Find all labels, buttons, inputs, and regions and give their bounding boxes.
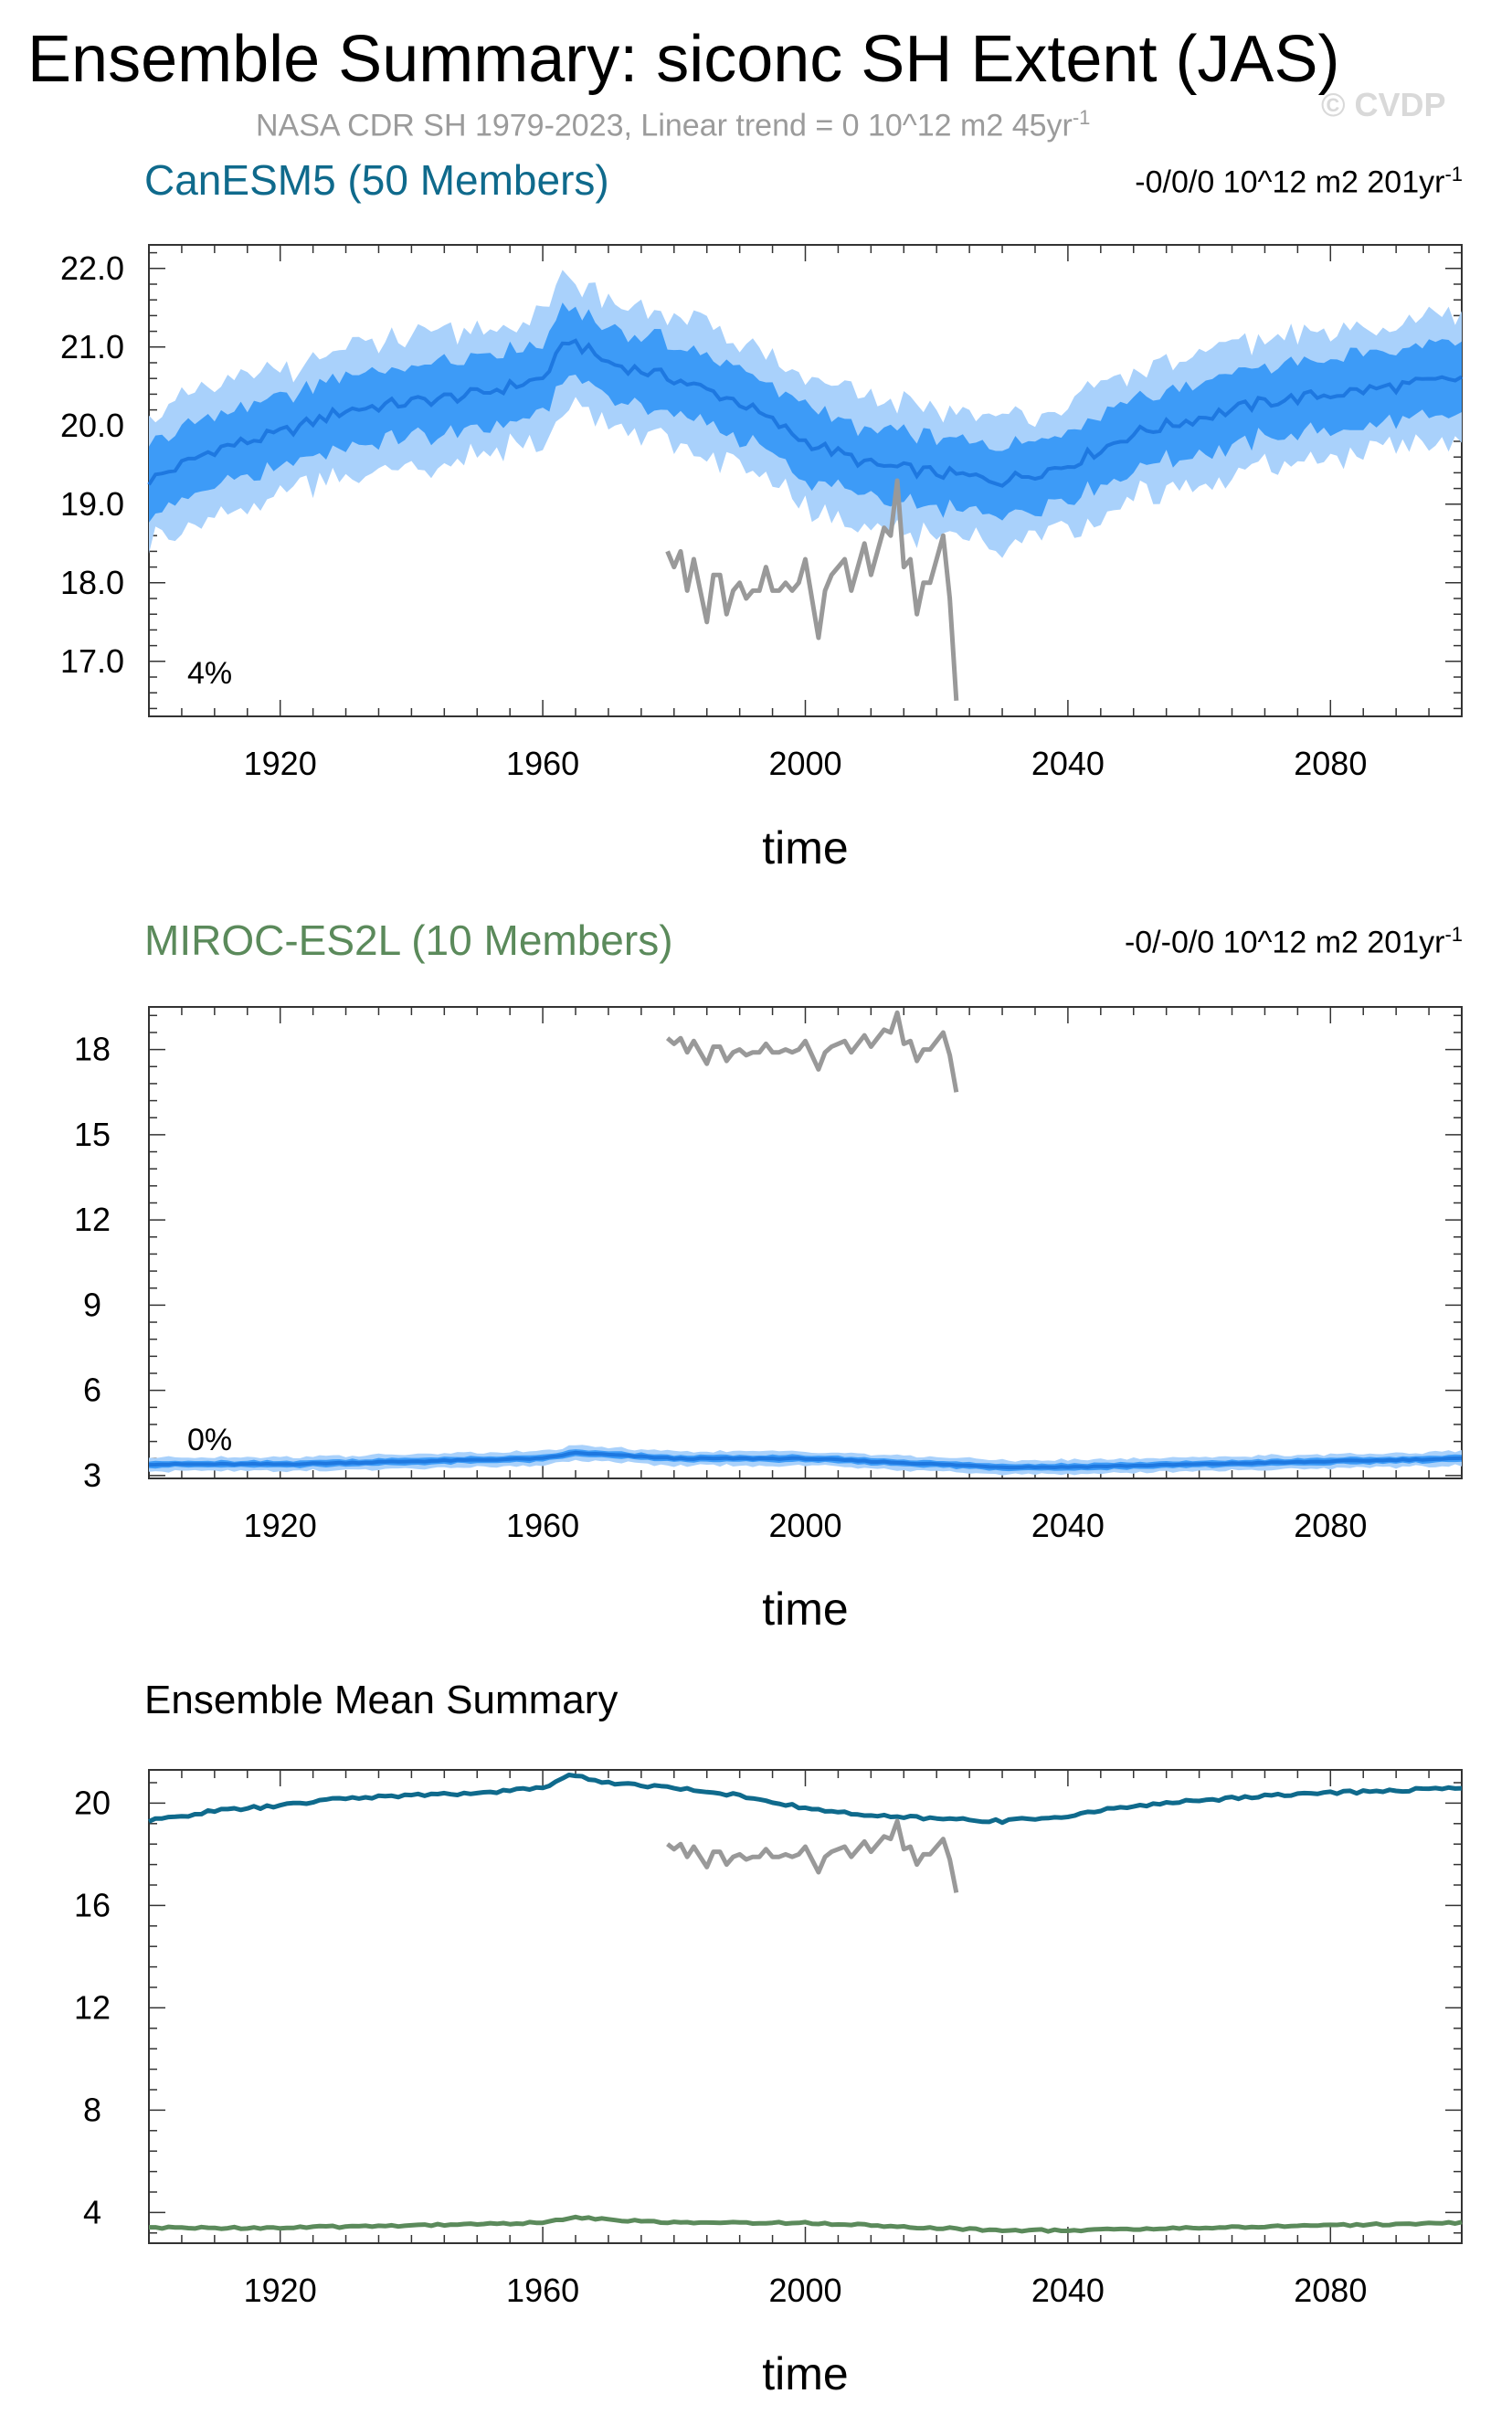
panel2-title: MIROC-ES2L (10 Members) [144,916,673,964]
panel1-inner-spread-band [149,302,1462,523]
panel3-xtick-label: 2040 [1031,2272,1105,2309]
panel2-ensemble-mean-line [148,1450,1463,1470]
panel2-xtick-label: 1920 [244,1507,317,1544]
panel3-axes: 1920 1960 2000 2040 2080 4 8 12 16 20 time [74,1769,1463,2399]
panel1-observations-line [665,478,959,701]
panel3-ytick-label: 20 [74,1784,111,1821]
panel1-xtick-label: 1960 [506,745,579,782]
panel3-ytick-label: 4 [83,2193,101,2230]
panel1-axes: 1920 1960 2000 2040 2080 17.0 18.0 19.0 20.0 21.0… [60,244,1463,874]
panel2-ytick-label: 3 [83,1456,101,1494]
observation-subtitle-text: NASA CDR SH 1979-2023, Linear trend = 0 … [256,108,1073,143]
panel2-x-axis-label: time [762,1583,848,1635]
panel2-axes: 1920 1960 2000 2040 2080 3 6 9 12 15 18 time [74,1006,1463,1635]
panel3-xtick-label: 2000 [768,2272,841,2309]
panel1-title: CanESM5 (50 Members) [144,156,609,204]
panel1-ytick-label: 17.0 [60,642,124,680]
panel3-title: Ensemble Mean Summary [144,1678,619,1722]
panel3-ytick-label: 8 [83,2091,101,2128]
panel3-ytick-label: 12 [74,1988,111,2026]
panel1-xtick-label: 2000 [768,745,841,782]
panel2-trend-text: -0/-0/0 10^12 m2 201yr [1124,925,1445,960]
panel1-xtick-label: 2080 [1294,745,1367,782]
panel2-percent-label: 0% [187,1423,232,1457]
panel1-ytick-label: 20.0 [60,407,124,444]
panel2-xtick-label: 2000 [768,1507,841,1544]
panel1-x-axis-label: time [762,822,848,874]
panel2-ytick-label: 9 [83,1286,101,1323]
panel2-ytick-label: 12 [74,1201,111,1238]
panel1-ytick-label: 18.0 [60,564,124,601]
panel1-ytick-label: 22.0 [60,249,124,287]
panel1-ytick-label: 19.0 [60,485,124,523]
panel2-ytick-label: 6 [83,1372,101,1409]
page-title: Ensemble Summary: siconc SH Extent (JAS) [27,23,1340,96]
panel3-ytick-label: 16 [74,1886,111,1923]
panel2-trend-label: -0/-0/0 10^12 m2 201yr-1 [1125,923,1463,960]
panel2-ytick-label: 15 [74,1116,111,1153]
observation-subtitle: NASA CDR SH 1979-2023, Linear trend = 0 … [256,106,1090,143]
panel2-observations-line [665,1010,959,1093]
summary-observations-line [666,1818,959,1893]
summary-miroc-es2l-line [149,2214,1463,2234]
panel3-xtick-label: 1960 [506,2272,579,2309]
panel1-trend-sup: -1 [1444,163,1463,185]
cvdp-watermark: © CVDP [1321,86,1446,123]
panel1-xtick-label: 1920 [244,745,317,782]
panel3-xtick-label: 2080 [1294,2272,1367,2309]
observation-subtitle-sup: -1 [1072,106,1091,129]
panel2-xtick-label: 2080 [1294,1507,1367,1544]
panel1-ensemble-mean-line [147,338,1463,488]
panel2-xtick-label: 2040 [1031,1507,1105,1544]
panel1-percent-label: 4% [187,656,232,691]
panel1-trend-text: -0/0/0 10^12 m2 201yr [1135,164,1445,200]
panel3-frame [148,1769,1463,2244]
summary-canesm5-line [147,1773,1463,1826]
panel1-xtick-label: 2040 [1031,745,1105,782]
panel2-frame [148,1006,1463,1479]
panel3-x-axis-label: time [762,2348,848,2399]
panel2-ytick-label: 18 [74,1031,111,1068]
panel2-xtick-label: 1960 [506,1507,579,1544]
panel2-trend-sup: -1 [1444,923,1463,946]
panel3-xtick-label: 1920 [244,2272,317,2309]
panel1-ytick-label: 21.0 [60,328,124,365]
panel1-trend-label: -0/0/0 10^12 m2 201yr-1 [1135,163,1463,200]
